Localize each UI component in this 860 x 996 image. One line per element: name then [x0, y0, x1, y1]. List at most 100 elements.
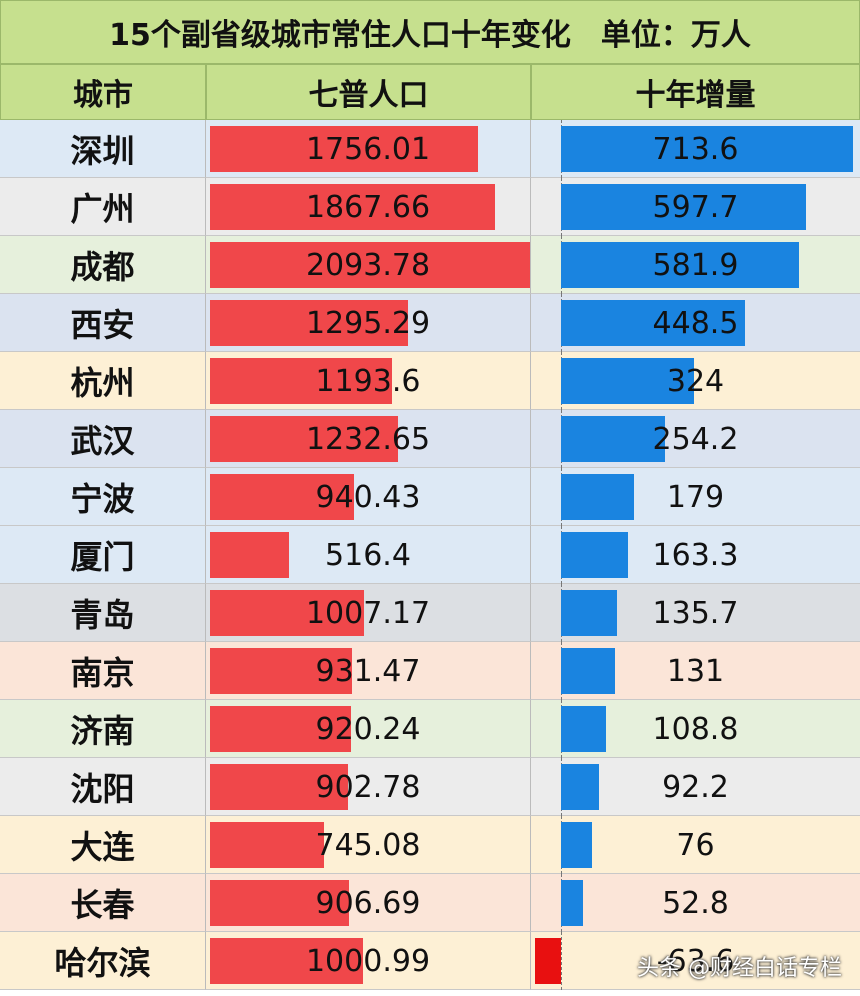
table-row: 武汉 1232.65 254.2 — [0, 410, 860, 468]
city-label: 青岛 — [0, 584, 206, 642]
pop-bar — [210, 126, 478, 172]
increase-bar — [561, 416, 665, 462]
city-label: 哈尔滨 — [0, 932, 206, 990]
increase-cell: 135.7 — [531, 584, 860, 642]
increase-value: 108.8 — [652, 711, 739, 747]
increase-cell: 254.2 — [531, 410, 860, 468]
pop-bar — [210, 764, 348, 810]
city-label: 沈阳 — [0, 758, 206, 816]
city-label: 西安 — [0, 294, 206, 352]
increase-bar — [561, 706, 606, 752]
pop-cell: 1295.29 — [206, 294, 531, 352]
pop-cell: 906.69 — [206, 874, 531, 932]
pop-value: 906.69 — [315, 885, 421, 921]
city-label: 长春 — [0, 874, 206, 932]
increase-value: 254.2 — [652, 421, 739, 457]
table-row: 厦门 516.4 163.3 — [0, 526, 860, 584]
pop-cell: 940.43 — [206, 468, 531, 526]
pop-bar — [210, 590, 364, 636]
increase-cell: 131 — [531, 642, 860, 700]
city-label: 南京 — [0, 642, 206, 700]
pop-value: 902.78 — [315, 769, 421, 805]
pop-bar — [210, 184, 495, 230]
pop-cell: 1007.17 — [206, 584, 531, 642]
pop-cell: 1193.6 — [206, 352, 531, 410]
pop-bar — [210, 938, 363, 984]
increase-value: 135.7 — [652, 595, 739, 631]
increase-cell: 76 — [531, 816, 860, 874]
table-row: 青岛 1007.17 135.7 — [0, 584, 860, 642]
increase-value: 52.8 — [662, 885, 729, 921]
pop-value: 931.47 — [315, 653, 421, 689]
increase-cell: 92.2 — [531, 758, 860, 816]
increase-bar — [561, 126, 853, 172]
pop-cell: 516.4 — [206, 526, 531, 584]
increase-bar — [561, 184, 806, 230]
pop-bar — [210, 300, 408, 346]
increase-bar — [561, 474, 634, 520]
header-pop: 七普人口 — [206, 64, 531, 120]
increase-bar — [561, 300, 745, 346]
pop-bar — [210, 242, 530, 288]
pop-value: 516.4 — [325, 537, 411, 573]
pop-cell: 1232.65 — [206, 410, 531, 468]
increase-cell: 179 — [531, 468, 860, 526]
increase-cell: 163.3 — [531, 526, 860, 584]
increase-bar — [561, 242, 799, 288]
increase-cell: 448.5 — [531, 294, 860, 352]
pop-cell: 1867.66 — [206, 178, 531, 236]
pop-bar — [210, 358, 392, 404]
increase-value: 324 — [666, 363, 725, 399]
zero-axis — [561, 932, 562, 990]
pop-value: 2093.78 — [305, 247, 431, 283]
increase-bar — [535, 938, 561, 984]
pop-cell: 2093.78 — [206, 236, 531, 294]
increase-bar — [561, 648, 615, 694]
pop-bar — [210, 532, 289, 578]
pop-cell: 1000.99 — [206, 932, 531, 990]
increase-value: 597.7 — [652, 189, 739, 225]
pop-cell: 931.47 — [206, 642, 531, 700]
increase-cell: 713.6 — [531, 120, 860, 178]
table-row: 南京 931.47 131 — [0, 642, 860, 700]
table-row: 哈尔滨 1000.99 -63.6 — [0, 932, 860, 990]
header-increase: 十年增量 — [531, 64, 860, 120]
pop-value: 1232.65 — [305, 421, 431, 457]
increase-cell: 597.7 — [531, 178, 860, 236]
pop-bar — [210, 880, 349, 926]
pop-value: 940.43 — [315, 479, 421, 515]
increase-value: 92.2 — [662, 769, 729, 805]
increase-value: 581.9 — [652, 247, 739, 283]
table-row: 深圳 1756.01 713.6 — [0, 120, 860, 178]
table-row: 长春 906.69 52.8 — [0, 874, 860, 932]
table-row: 广州 1867.66 597.7 — [0, 178, 860, 236]
pop-value: 1295.29 — [305, 305, 431, 341]
table-title: 15个副省级城市常住人口十年变化 单位：万人 — [0, 0, 860, 64]
table-row: 宁波 940.43 179 — [0, 468, 860, 526]
pop-value: 1007.17 — [305, 595, 431, 631]
table-row: 杭州 1193.6 324 — [0, 352, 860, 410]
city-label: 深圳 — [0, 120, 206, 178]
increase-value: 131 — [666, 653, 725, 689]
city-label: 广州 — [0, 178, 206, 236]
increase-value: 713.6 — [652, 131, 739, 167]
pop-value: 920.24 — [315, 711, 421, 747]
pop-bar — [210, 648, 352, 694]
increase-value: -63.6 — [656, 943, 735, 979]
increase-cell: -63.6 — [531, 932, 860, 990]
table-row: 大连 745.08 76 — [0, 816, 860, 874]
pop-cell: 902.78 — [206, 758, 531, 816]
pop-bar — [210, 416, 398, 462]
pop-value: 745.08 — [315, 827, 421, 863]
pop-bar — [210, 474, 354, 520]
city-label: 济南 — [0, 700, 206, 758]
increase-value: 76 — [676, 827, 715, 863]
table-row: 西安 1295.29 448.5 — [0, 294, 860, 352]
pop-value: 1193.6 — [315, 363, 421, 399]
pop-cell: 1756.01 — [206, 120, 531, 178]
increase-bar — [561, 532, 628, 578]
increase-bar — [561, 590, 617, 636]
increase-cell: 581.9 — [531, 236, 860, 294]
increase-cell: 108.8 — [531, 700, 860, 758]
